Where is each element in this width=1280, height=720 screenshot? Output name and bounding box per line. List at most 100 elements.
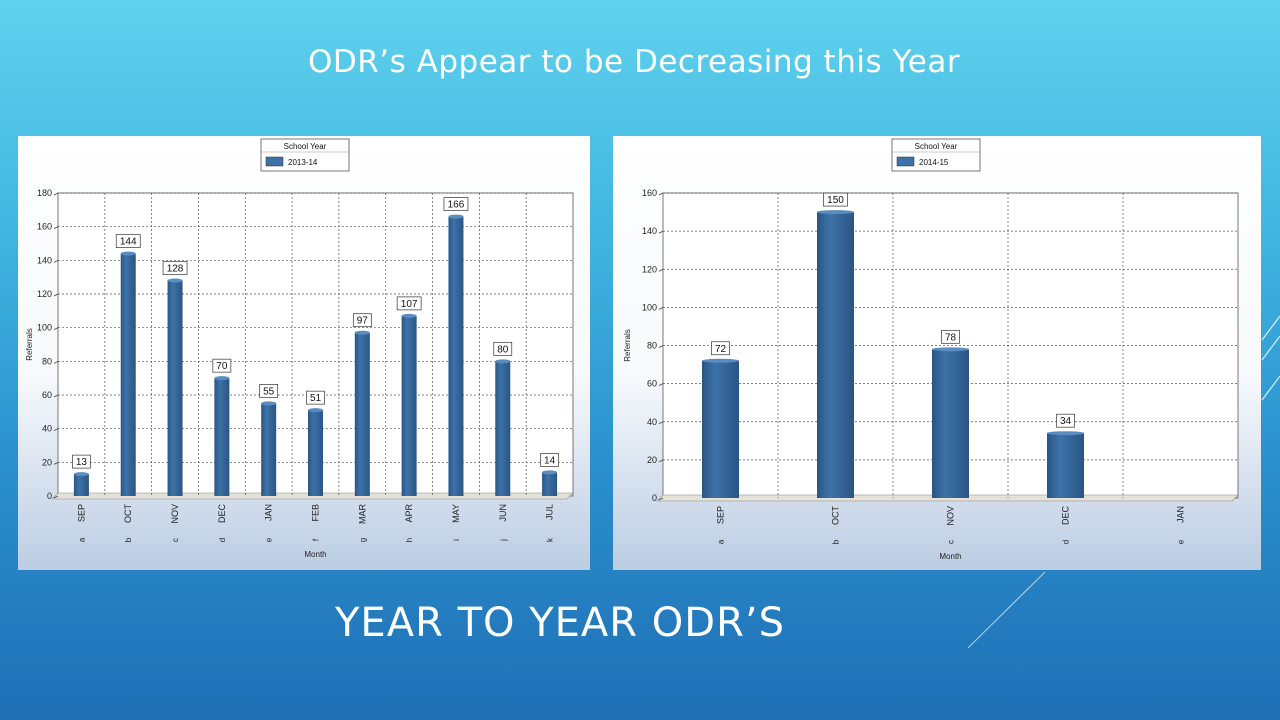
x-axis-title: Month — [304, 550, 326, 559]
legend-series-name: 2013-14 — [288, 158, 318, 167]
y-tick-label: 120 — [642, 264, 657, 274]
bar-top-jul — [542, 470, 558, 475]
y-tick-label: 0 — [47, 491, 52, 501]
bar-top-sep — [73, 472, 89, 477]
x-tick-label: DEC — [1061, 506, 1071, 526]
data-label-box — [540, 453, 559, 467]
y-tick-mark — [658, 192, 664, 196]
data-label: 80 — [497, 344, 509, 355]
y-tick-label: 0 — [652, 493, 657, 503]
y-tick-mark — [53, 327, 59, 331]
data-label: 144 — [120, 237, 137, 248]
y-tick-label: 60 — [647, 379, 657, 389]
y-tick-label: 180 — [37, 188, 52, 198]
x-tick-label: NOV — [946, 506, 956, 526]
x-category-letter: d — [1062, 540, 1071, 544]
data-label: 78 — [945, 332, 957, 343]
data-label-box — [941, 329, 960, 344]
y-tick-mark — [658, 497, 664, 501]
bar-top-jun — [495, 359, 511, 364]
bar-top-apr — [401, 313, 417, 318]
data-label-box — [115, 234, 141, 248]
x-category-letter: b — [832, 539, 841, 544]
legend-title: School Year — [284, 142, 327, 151]
x-tick-label: OCT — [123, 504, 133, 524]
x-tick-label: MAY — [451, 504, 461, 523]
data-label: 14 — [544, 455, 556, 466]
legend-title: School Year — [915, 142, 958, 151]
data-label-box — [162, 261, 188, 275]
y-tick-label: 40 — [42, 424, 52, 434]
slide-heading: YEAR TO YEAR ODR’S — [335, 600, 785, 646]
chart-2013-14-svg: 0 20 40 60 80 100 120 140 160 180 13 SEP a 144 OCT b 128… — [18, 136, 590, 570]
x-category-letter: a — [77, 537, 86, 542]
y-tick-mark — [658, 459, 664, 463]
x-category-letter: c — [171, 538, 180, 542]
y-axis-title: Referrals — [25, 328, 34, 360]
bar-top-jan — [261, 401, 277, 406]
x-category-letter: j — [499, 539, 508, 542]
bar-top-dec — [214, 376, 230, 381]
data-label-box — [823, 192, 848, 207]
bar-top-sep — [702, 358, 739, 363]
y-tick-label: 20 — [647, 455, 657, 465]
y-tick-mark — [53, 226, 59, 230]
y-tick-mark — [658, 268, 664, 272]
x-category-letter: b — [124, 537, 133, 542]
y-tick-mark — [658, 345, 664, 348]
y-tick-mark — [658, 307, 664, 310]
y-tick-mark — [658, 383, 664, 386]
bar-top-oct — [120, 251, 136, 256]
y-axis-title: Referrals — [623, 329, 632, 361]
y-tick-label: 60 — [42, 390, 52, 400]
bar-top-nov — [932, 347, 969, 352]
data-label: 55 — [263, 386, 275, 397]
x-tick-label: JAN — [1176, 506, 1186, 523]
data-label: 51 — [310, 393, 322, 404]
x-axis-title: Month — [939, 552, 961, 561]
bar-dec — [1047, 433, 1084, 498]
bar-jul — [542, 472, 558, 496]
bar-top-dec — [1047, 431, 1084, 436]
bar-dec — [214, 378, 230, 496]
x-tick-label: MAR — [357, 504, 367, 525]
y-tick-mark — [53, 192, 59, 196]
legend-swatch — [265, 156, 284, 167]
y-tick-label: 140 — [37, 255, 52, 265]
bar-top-oct — [817, 210, 854, 215]
y-tick-label: 100 — [37, 323, 52, 333]
bar-top-feb — [308, 408, 323, 413]
bar-oct — [817, 212, 854, 498]
x-tick-label: SEP — [716, 506, 726, 524]
x-tick-label: DEC — [217, 504, 227, 524]
y-tick-mark — [53, 394, 59, 398]
y-tick-mark — [53, 360, 59, 364]
data-label-box — [396, 296, 422, 311]
x-tick-label: OCT — [831, 506, 841, 526]
bar-sep — [702, 360, 739, 498]
x-category-letter: g — [358, 538, 367, 542]
x-tick-label: NOV — [170, 504, 180, 524]
data-label-box — [493, 341, 513, 356]
data-label-box — [72, 454, 91, 469]
x-category-letter: a — [717, 539, 726, 544]
y-tick-mark — [53, 259, 59, 263]
data-label: 107 — [401, 299, 418, 310]
x-category-letter: e — [265, 537, 274, 542]
bar-feb — [308, 410, 323, 496]
y-tick-label: 160 — [37, 222, 52, 232]
x-category-letter: i — [452, 539, 461, 541]
y-tick-label: 140 — [642, 226, 657, 236]
chart-2014-15-svg: 0 20 40 60 80 100 120 140 160 72 SEP a 150 OCT b 78 NOV c… — [613, 136, 1261, 570]
data-label-box — [259, 384, 279, 398]
y-tick-mark — [658, 230, 664, 234]
y-tick-label: 80 — [647, 341, 657, 351]
y-tick-mark — [53, 293, 59, 297]
bar-may — [448, 216, 464, 497]
data-label: 72 — [715, 344, 727, 355]
data-label: 128 — [167, 264, 184, 275]
bar-apr — [401, 315, 417, 496]
data-label-box — [212, 358, 232, 373]
data-label-box — [443, 197, 469, 211]
x-tick-label: JUN — [498, 504, 508, 522]
